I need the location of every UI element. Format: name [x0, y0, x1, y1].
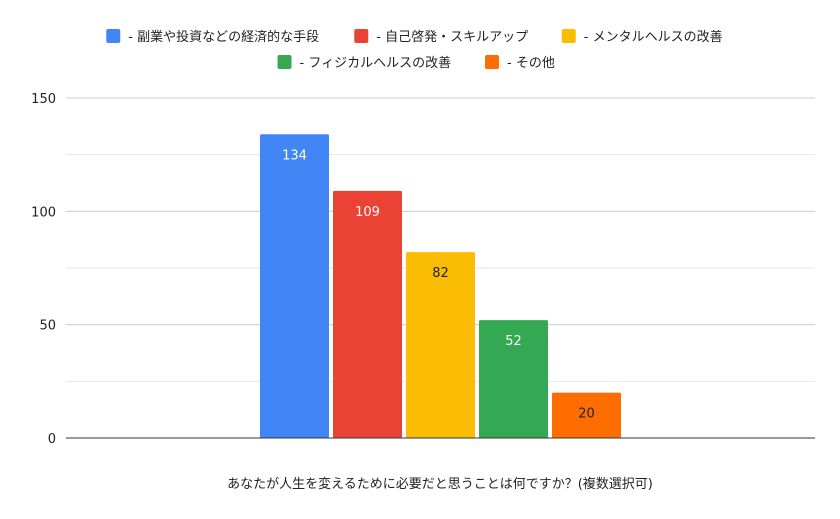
bar-value-label: 20 [578, 407, 595, 422]
bar [333, 190, 402, 438]
legend-label: - 副業や投資などの経済的な手段 [128, 29, 319, 45]
legend-label: - その他 [507, 56, 555, 71]
bar [552, 392, 621, 438]
legend-label: - フィジカルヘルスの改善 [300, 55, 452, 71]
y-tick-label: 100 [31, 205, 56, 220]
y-axis-ticks: 0 50 100 150 [31, 92, 56, 447]
bar-value-label: 134 [282, 148, 307, 163]
legend-swatch [277, 55, 292, 69]
y-tick-label: 50 [39, 319, 56, 334]
legend-swatch [106, 29, 121, 43]
bar [260, 134, 329, 438]
gridlines [66, 97, 815, 382]
bar [406, 252, 475, 438]
x-axis-label: あなたが人生を変えるために必要だと思うことは何ですか？(複数選択可) [227, 476, 653, 492]
legend-label: - 自己啓発・スキルアップ [376, 30, 528, 45]
legend-swatch [485, 55, 499, 69]
y-tick-label: 150 [31, 92, 56, 107]
legend: - 副業や投資などの経済的な手段 - 自己啓発・スキルアップ - メンタルヘルスの改… [106, 29, 723, 71]
legend-swatch [354, 29, 369, 43]
legend-label: - メンタルヘルスの改善 [584, 29, 723, 45]
bar-value-label: 109 [355, 205, 380, 220]
y-tick-label: 0 [48, 432, 56, 447]
bar [479, 320, 548, 438]
legend-swatch [561, 29, 576, 43]
bar-value-label: 82 [432, 266, 449, 281]
bar-value-label: 52 [505, 334, 522, 349]
bars: 134 109 82 52 20 [260, 134, 621, 438]
